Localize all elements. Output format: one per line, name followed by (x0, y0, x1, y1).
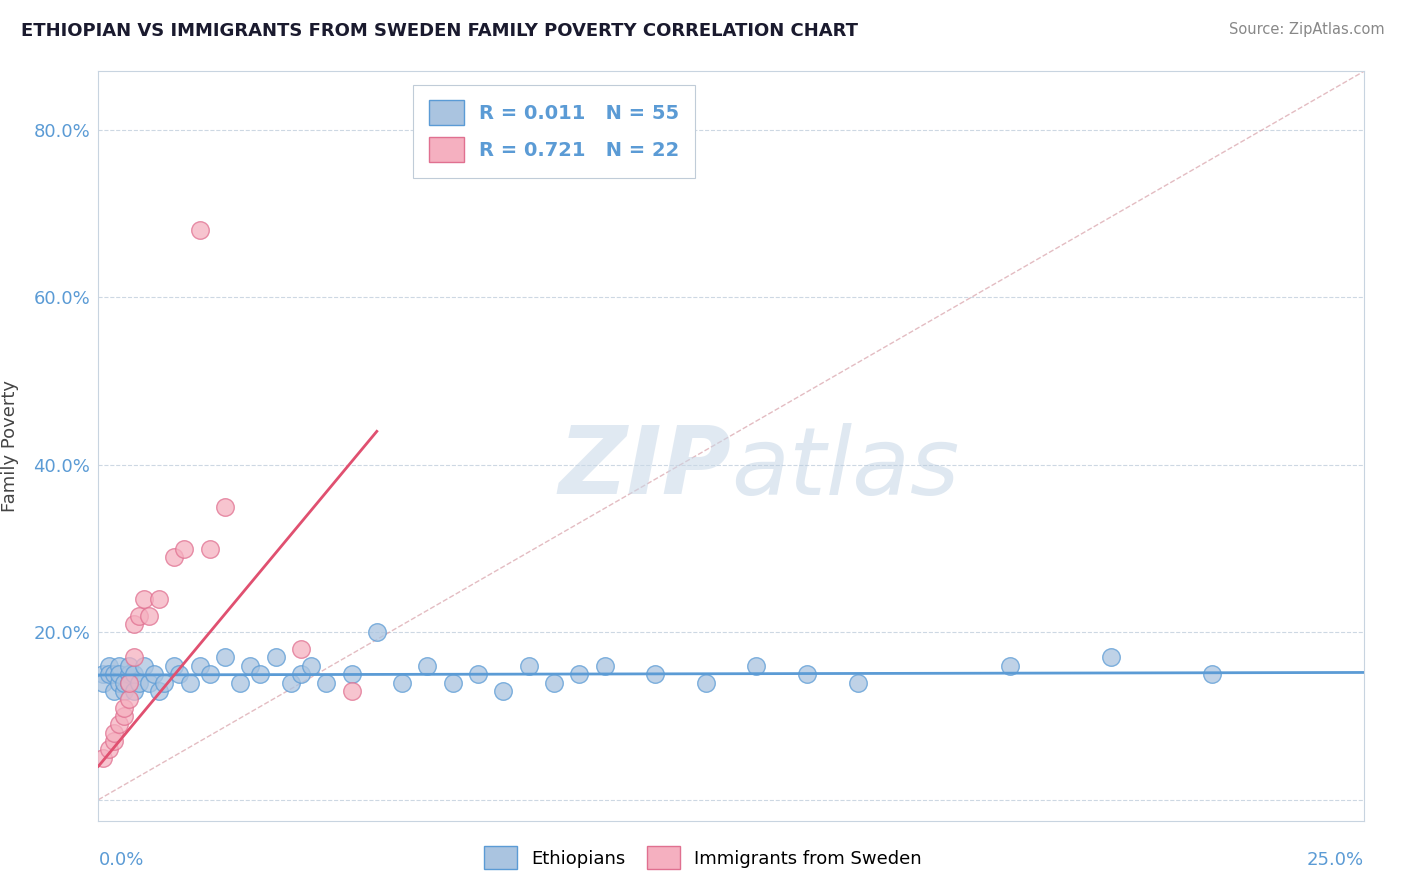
Point (290, 642, 312, 657)
Point (128, 675, 150, 690)
Point (163, 658, 186, 673)
Point (122, 684, 145, 698)
Point (593, 658, 616, 673)
Point (97, 658, 120, 673)
Point (492, 684, 515, 698)
Point (796, 667, 818, 681)
Point (97, 667, 120, 681)
Point (169, 667, 191, 681)
Point (112, 675, 135, 690)
Point (239, 658, 262, 673)
Point (1099, 650, 1122, 665)
Point (745, 658, 768, 673)
Point (517, 658, 540, 673)
Point (118, 692, 141, 706)
Text: ETHIOPIAN VS IMMIGRANTS FROM SWEDEN FAMILY POVERTY CORRELATION CHART: ETHIOPIAN VS IMMIGRANTS FROM SWEDEN FAMI… (21, 22, 858, 40)
Point (148, 591, 170, 606)
Point (107, 667, 129, 681)
Point (112, 684, 135, 698)
Legend: Ethiopians, Immigrants from Sweden: Ethiopians, Immigrants from Sweden (475, 838, 931, 879)
Point (391, 675, 413, 690)
Point (153, 675, 176, 690)
Point (173, 541, 195, 556)
Text: 0.0%: 0.0% (98, 851, 143, 869)
Point (132, 658, 155, 673)
Point (112, 709, 135, 723)
Text: 25.0%: 25.0% (1306, 851, 1364, 869)
Point (644, 667, 666, 681)
Point (695, 675, 717, 690)
Point (103, 667, 125, 681)
Point (416, 658, 439, 673)
Point (132, 591, 155, 606)
Point (188, 223, 211, 237)
Point (103, 725, 125, 739)
Point (229, 675, 252, 690)
Point (179, 675, 201, 690)
Point (467, 667, 489, 681)
Point (299, 658, 322, 673)
Point (97, 742, 120, 756)
Y-axis label: Family Poverty: Family Poverty (1, 380, 20, 512)
Point (138, 608, 160, 623)
Point (441, 675, 464, 690)
Point (103, 684, 125, 698)
Point (118, 667, 141, 681)
Point (128, 608, 150, 623)
Point (340, 667, 363, 681)
Point (366, 625, 388, 640)
Point (543, 675, 565, 690)
Point (280, 675, 302, 690)
Point (93, 675, 115, 690)
Point (107, 658, 129, 673)
Point (122, 650, 145, 665)
Point (846, 675, 869, 690)
Point (112, 700, 135, 714)
Point (93, 667, 115, 681)
Point (214, 650, 236, 665)
Point (198, 667, 221, 681)
Point (188, 658, 211, 673)
Point (118, 675, 141, 690)
Point (148, 684, 170, 698)
Point (163, 549, 186, 564)
Point (107, 717, 129, 731)
Point (340, 684, 363, 698)
Text: atlas: atlas (731, 423, 959, 514)
Point (118, 658, 141, 673)
Point (198, 541, 221, 556)
Point (103, 734, 125, 748)
Point (122, 616, 145, 631)
Point (998, 658, 1021, 673)
Point (290, 667, 312, 681)
Point (249, 667, 271, 681)
Point (138, 675, 160, 690)
Point (143, 667, 166, 681)
Point (214, 500, 236, 514)
Point (93, 751, 115, 765)
Point (568, 667, 591, 681)
Text: Source: ZipAtlas.com: Source: ZipAtlas.com (1229, 22, 1385, 37)
Point (264, 650, 287, 665)
Point (118, 675, 141, 690)
Text: ZIP: ZIP (558, 423, 731, 515)
Point (315, 675, 337, 690)
Point (107, 675, 129, 690)
Point (1201, 667, 1223, 681)
Point (122, 667, 145, 681)
Legend: R = 0.011   N = 55, R = 0.721   N = 22: R = 0.011 N = 55, R = 0.721 N = 22 (413, 85, 695, 178)
